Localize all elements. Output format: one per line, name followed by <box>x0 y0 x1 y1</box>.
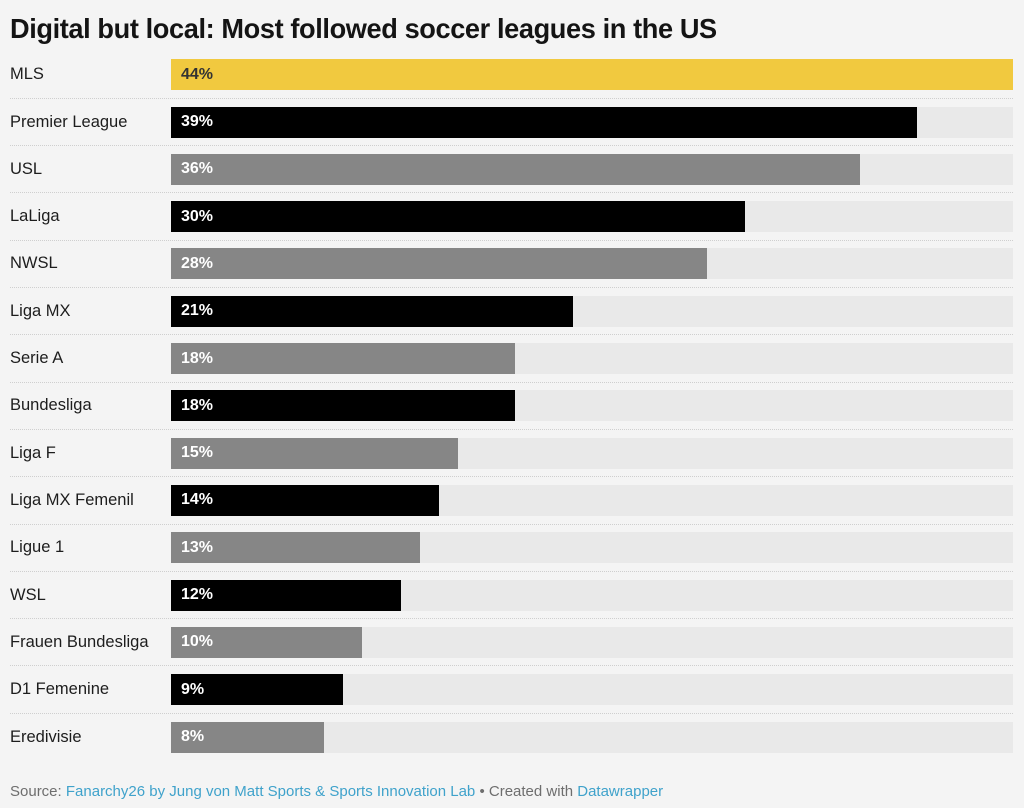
bar-track: 18% <box>171 390 1013 422</box>
bar-value-label: 21% <box>181 302 214 320</box>
bar-value-label: 12% <box>181 586 214 603</box>
bar-track: 36% <box>171 153 1013 185</box>
bar-track: 30% <box>171 201 1013 233</box>
bar[interactable]: 28% <box>171 248 707 280</box>
bar-value-label: 18% <box>181 396 214 414</box>
league-label: Bundesliga <box>10 396 92 415</box>
bar-track: 21% <box>171 295 1013 327</box>
bar[interactable]: 18% <box>171 390 516 422</box>
bar-row: LaLiga 30% <box>10 193 1013 241</box>
league-label: NWSL <box>10 254 58 273</box>
bar-track: 44% <box>171 59 1013 91</box>
league-label: D1 Femenine <box>10 680 110 699</box>
league-label: USL <box>10 159 43 178</box>
bar[interactable]: 21% <box>171 295 573 327</box>
bar-row: Frauen Bundesliga 10% <box>10 619 1013 667</box>
bar[interactable]: 36% <box>171 153 860 185</box>
bar-row: D1 Femenine 9% <box>10 666 1013 714</box>
league-label: LaLiga <box>10 207 60 226</box>
bar-row: Serie A 18% <box>10 335 1013 383</box>
league-label: Premier League <box>10 112 128 131</box>
bar-row: USL 36% <box>10 146 1013 194</box>
bar-row: NWSL 28% <box>10 241 1013 289</box>
league-label: Liga MX <box>10 301 71 320</box>
bar-value-label: 30% <box>181 207 214 225</box>
league-label: Serie A <box>10 349 64 368</box>
league-label: Ligue 1 <box>10 538 65 557</box>
bar[interactable]: 18% <box>171 343 516 375</box>
bar-track: 18% <box>171 343 1013 375</box>
datawrapper-link[interactable]: Datawrapper <box>577 783 664 801</box>
bar-value-label: 36% <box>181 160 214 178</box>
bar[interactable]: 30% <box>171 201 746 233</box>
bar[interactable]: 10% <box>171 626 363 658</box>
bar-track: 10% <box>171 626 1013 658</box>
bar[interactable]: 15% <box>171 437 459 469</box>
bar[interactable]: 8% <box>171 721 325 753</box>
bar-track: 39% <box>171 106 1013 138</box>
bar[interactable]: 9% <box>171 674 344 706</box>
bar-value-label: 8% <box>181 728 205 746</box>
league-label: Liga MX Femenil <box>10 490 134 509</box>
source-link[interactable]: Fanarchy26 by Jung von Matt Sports & Spo… <box>65 783 476 801</box>
bar-value-label: 15% <box>181 444 214 462</box>
bar-row: Liga MX 21% <box>10 288 1013 336</box>
bar-row: Liga F 15% <box>10 430 1013 478</box>
bar-row: WSL 12% <box>10 572 1013 620</box>
bar-track: 28% <box>171 248 1013 280</box>
league-label: MLS <box>10 65 44 84</box>
bar[interactable]: 12% <box>171 579 401 611</box>
league-label: Liga F <box>10 443 56 462</box>
bar-value-label: 10% <box>181 633 214 651</box>
bar-value-label: 39% <box>181 113 214 131</box>
bar-row: Ligue 1 13% <box>10 525 1013 572</box>
footer-separator: • <box>475 783 489 801</box>
bar-value-label: 28% <box>181 254 214 272</box>
bar-track: 8% <box>171 721 1013 753</box>
bar-row: MLS 44% <box>10 52 1013 99</box>
source-label: Source: <box>10 783 66 801</box>
bar-track: 14% <box>171 484 1013 516</box>
bar-value-label: 14% <box>181 491 214 509</box>
bar-row: Eredivisie 8% <box>10 714 1013 761</box>
bar[interactable]: 39% <box>171 106 918 138</box>
bar-row: Bundesliga 18% <box>10 383 1013 430</box>
bar-chart: MLS 44% Premier League 39% USL 36% <box>10 52 1013 761</box>
bar[interactable]: 14% <box>171 484 439 516</box>
league-label: Eredivisie <box>10 727 82 746</box>
bar-value-label: 13% <box>181 538 214 556</box>
bar-track: 13% <box>171 532 1013 564</box>
bar-value-label: 44% <box>181 65 214 83</box>
bar-row: Premier League 39% <box>10 99 1013 147</box>
bar-track: 9% <box>171 674 1013 706</box>
chart-title: Digital but local: Most followed soccer … <box>10 13 717 44</box>
bar-track: 12% <box>171 579 1013 611</box>
source-line: Source: Fanarchy26 by Jung von Matt Spor… <box>10 783 1013 800</box>
bar-track: 15% <box>171 437 1013 469</box>
bar[interactable]: 44% <box>171 59 1013 91</box>
bar[interactable]: 13% <box>171 532 420 564</box>
bar-value-label: 9% <box>181 680 205 698</box>
league-label: WSL <box>10 585 46 604</box>
bar-row: Liga MX Femenil 14% <box>10 477 1013 525</box>
league-label: Frauen Bundesliga <box>10 632 149 651</box>
created-with-label: Created with <box>488 783 578 801</box>
bar-value-label: 18% <box>181 349 214 367</box>
